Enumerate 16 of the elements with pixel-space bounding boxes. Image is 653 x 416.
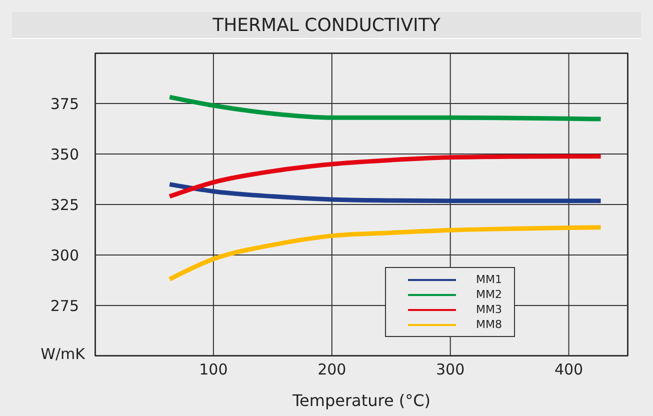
x-axis-title: Temperature (°C) bbox=[291, 391, 431, 410]
chart-title: THERMAL CONDUCTIVITY bbox=[12, 12, 641, 39]
y-tick-label: 275 bbox=[50, 296, 79, 315]
y-tick-label: 300 bbox=[50, 246, 79, 264]
legend-label: MM8 bbox=[476, 318, 502, 331]
y-tick-label: 325 bbox=[50, 196, 79, 214]
y-axis-title: W/mK bbox=[40, 345, 85, 363]
legend-label: MM1 bbox=[476, 273, 502, 286]
legend-label: MM2 bbox=[476, 288, 502, 301]
x-tick-label: 300 bbox=[436, 360, 465, 379]
x-tick-label: 200 bbox=[318, 360, 346, 379]
x-tick-label: 100 bbox=[199, 360, 228, 379]
y-tick-label: 350 bbox=[50, 145, 79, 164]
legend-label: MM3 bbox=[476, 303, 502, 316]
x-tick-label: 400 bbox=[554, 360, 584, 379]
y-tick-label: 375 bbox=[50, 94, 79, 113]
